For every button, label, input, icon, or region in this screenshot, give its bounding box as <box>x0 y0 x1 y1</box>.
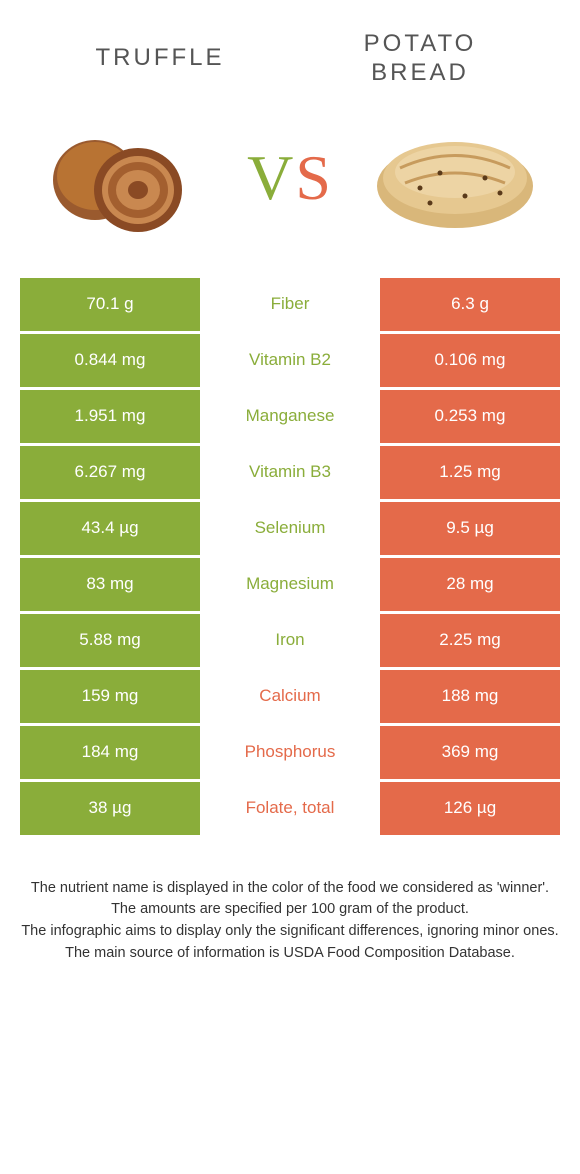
vs-label: VS <box>247 141 333 215</box>
cell-right-value: 9.5 µg <box>380 502 560 555</box>
footer-line2: The amounts are specified per 100 gram o… <box>20 899 560 921</box>
cell-right-value: 0.253 mg <box>380 390 560 443</box>
cell-left-value: 70.1 g <box>20 278 200 331</box>
vs-s: S <box>295 142 333 213</box>
cell-left-value: 1.951 mg <box>20 390 200 443</box>
cell-right-value: 6.3 g <box>380 278 560 331</box>
cell-nutrient-label: Selenium <box>200 502 380 555</box>
comparison-table: 70.1 gFiber6.3 g0.844 mgVitamin B20.106 … <box>20 278 560 838</box>
footer-notes: The nutrient name is displayed in the co… <box>20 878 560 965</box>
cell-left-value: 159 mg <box>20 670 200 723</box>
cell-nutrient-label: Calcium <box>200 670 380 723</box>
title-right-line1: Potato <box>364 30 477 57</box>
cell-right-value: 126 µg <box>380 782 560 835</box>
footer-line3: The infographic aims to display only the… <box>20 921 560 943</box>
cell-nutrient-label: Fiber <box>200 278 380 331</box>
cell-nutrient-label: Manganese <box>200 390 380 443</box>
table-row: 1.951 mgManganese0.253 mg <box>20 390 560 446</box>
cell-right-value: 0.106 mg <box>380 334 560 387</box>
cell-right-value: 28 mg <box>380 558 560 611</box>
footer-line1: The nutrient name is displayed in the co… <box>20 878 560 900</box>
cell-nutrient-label: Vitamin B3 <box>200 446 380 499</box>
cell-left-value: 38 µg <box>20 782 200 835</box>
cell-left-value: 6.267 mg <box>20 446 200 499</box>
table-row: 184 mgPhosphorus369 mg <box>20 726 560 782</box>
cell-left-value: 83 mg <box>20 558 200 611</box>
cell-right-value: 2.25 mg <box>380 614 560 667</box>
vs-v: V <box>247 142 295 213</box>
title-right-line2: bread <box>371 59 469 86</box>
cell-nutrient-label: Magnesium <box>200 558 380 611</box>
table-row: 70.1 gFiber6.3 g <box>20 278 560 334</box>
cell-right-value: 369 mg <box>380 726 560 779</box>
table-row: 83 mgMagnesium28 mg <box>20 558 560 614</box>
title-right: Potato bread <box>320 30 520 88</box>
header: Truffle Potato bread <box>0 0 580 98</box>
truffle-image <box>40 108 210 248</box>
cell-nutrient-label: Vitamin B2 <box>200 334 380 387</box>
cell-nutrient-label: Phosphorus <box>200 726 380 779</box>
table-row: 38 µgFolate, total126 µg <box>20 782 560 838</box>
cell-right-value: 188 mg <box>380 670 560 723</box>
title-left: Truffle <box>60 30 260 88</box>
cell-nutrient-label: Iron <box>200 614 380 667</box>
cell-nutrient-label: Folate, total <box>200 782 380 835</box>
table-row: 0.844 mgVitamin B20.106 mg <box>20 334 560 390</box>
cell-right-value: 1.25 mg <box>380 446 560 499</box>
table-row: 159 mgCalcium188 mg <box>20 670 560 726</box>
table-row: 6.267 mgVitamin B31.25 mg <box>20 446 560 502</box>
cell-left-value: 43.4 µg <box>20 502 200 555</box>
cell-left-value: 0.844 mg <box>20 334 200 387</box>
table-row: 43.4 µgSelenium9.5 µg <box>20 502 560 558</box>
table-row: 5.88 mgIron2.25 mg <box>20 614 560 670</box>
bread-image <box>370 108 540 248</box>
cell-left-value: 5.88 mg <box>20 614 200 667</box>
vs-row: VS <box>0 98 580 278</box>
cell-left-value: 184 mg <box>20 726 200 779</box>
footer-line4: The main source of information is USDA F… <box>20 943 560 965</box>
